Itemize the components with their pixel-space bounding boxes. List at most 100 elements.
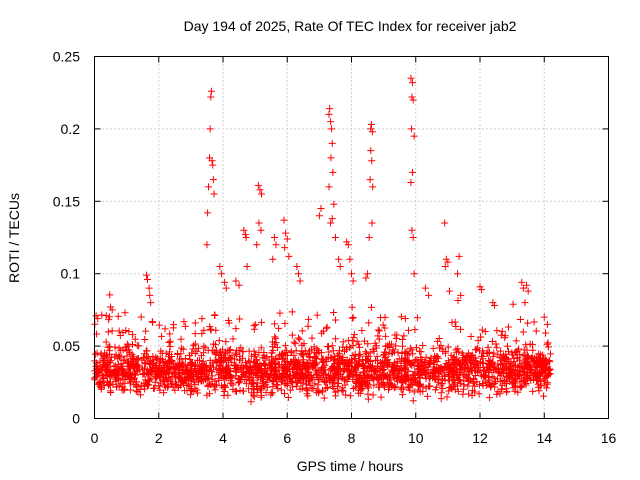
data-point bbox=[456, 377, 464, 385]
data-point-peak bbox=[296, 277, 304, 285]
data-point bbox=[447, 364, 455, 372]
data-point bbox=[465, 370, 473, 378]
data-point-peak bbox=[409, 168, 417, 176]
data-point bbox=[339, 338, 347, 346]
data-point bbox=[196, 356, 204, 364]
data-points bbox=[91, 74, 555, 406]
data-point bbox=[499, 365, 507, 373]
data-point-peak bbox=[328, 139, 336, 147]
data-point-peak bbox=[364, 270, 372, 278]
data-point bbox=[504, 323, 512, 331]
data-point bbox=[259, 373, 267, 381]
data-point bbox=[486, 394, 494, 402]
data-point bbox=[514, 388, 522, 396]
data-point bbox=[104, 328, 112, 336]
data-point bbox=[341, 347, 349, 355]
data-point-peak bbox=[327, 118, 335, 126]
data-point-peak bbox=[280, 216, 288, 224]
data-point-peak bbox=[445, 287, 453, 295]
data-point-peak bbox=[222, 284, 230, 292]
data-point bbox=[530, 318, 538, 326]
data-point bbox=[431, 366, 439, 374]
data-point bbox=[272, 355, 280, 363]
data-point-peak bbox=[349, 277, 357, 285]
data-point-peak bbox=[240, 226, 248, 234]
data-point bbox=[341, 381, 349, 389]
data-point bbox=[438, 365, 446, 373]
data-point bbox=[149, 352, 157, 360]
data-point bbox=[338, 374, 346, 382]
y-tick-label: 0.05 bbox=[53, 338, 80, 354]
data-point bbox=[186, 366, 194, 374]
data-point bbox=[494, 375, 502, 383]
data-point bbox=[220, 381, 228, 389]
data-point bbox=[435, 335, 443, 343]
data-point bbox=[350, 371, 358, 379]
data-point bbox=[442, 362, 450, 370]
data-point bbox=[453, 382, 461, 390]
data-point bbox=[114, 312, 122, 320]
data-point bbox=[272, 363, 280, 371]
data-point bbox=[390, 373, 398, 381]
data-point bbox=[469, 387, 477, 395]
data-point-peak bbox=[255, 219, 263, 227]
data-point bbox=[424, 369, 432, 377]
data-point bbox=[149, 318, 157, 326]
data-point bbox=[304, 392, 312, 400]
data-point bbox=[174, 350, 182, 358]
data-point bbox=[111, 370, 119, 378]
x-tick-labels: 0 2 4 6 8 10 12 14 16 bbox=[91, 430, 617, 446]
data-point bbox=[515, 345, 523, 353]
data-point-peak bbox=[242, 234, 250, 241]
data-point-peak bbox=[518, 278, 526, 286]
data-point bbox=[135, 342, 143, 350]
data-point-peak bbox=[108, 306, 116, 314]
data-point bbox=[509, 300, 517, 308]
data-point bbox=[385, 340, 393, 348]
data-point bbox=[498, 327, 506, 335]
data-point-peak bbox=[335, 255, 343, 263]
data-point bbox=[116, 332, 124, 340]
data-point bbox=[120, 386, 128, 394]
data-point bbox=[413, 314, 421, 322]
data-point bbox=[374, 332, 382, 340]
data-point bbox=[454, 373, 462, 381]
data-point-peak bbox=[232, 277, 240, 285]
data-point bbox=[125, 346, 133, 354]
data-point bbox=[180, 375, 188, 383]
data-point bbox=[187, 359, 195, 367]
data-point bbox=[119, 383, 127, 391]
data-point bbox=[459, 390, 467, 398]
data-point bbox=[188, 349, 196, 357]
data-point bbox=[522, 358, 530, 366]
data-point bbox=[516, 367, 524, 375]
data-point-peak bbox=[207, 93, 215, 101]
data-point bbox=[92, 370, 100, 378]
data-point bbox=[272, 339, 280, 347]
data-point bbox=[287, 374, 295, 382]
data-point bbox=[294, 378, 302, 386]
data-point bbox=[482, 378, 490, 386]
data-point-peak bbox=[146, 291, 154, 299]
data-point-peak bbox=[208, 157, 216, 165]
data-point bbox=[333, 358, 341, 366]
data-point bbox=[212, 358, 220, 366]
data-point bbox=[335, 354, 343, 362]
data-point bbox=[385, 360, 393, 368]
data-point bbox=[339, 368, 347, 376]
data-point bbox=[217, 368, 225, 376]
data-point bbox=[294, 360, 302, 368]
data-point bbox=[161, 325, 169, 333]
data-point bbox=[167, 357, 175, 365]
data-point bbox=[400, 364, 408, 372]
data-point bbox=[441, 347, 449, 355]
data-point bbox=[457, 325, 465, 333]
data-point bbox=[380, 350, 388, 358]
data-point bbox=[91, 350, 99, 358]
data-point bbox=[405, 326, 413, 334]
axis-ticks bbox=[94, 56, 609, 419]
data-point bbox=[203, 391, 211, 399]
data-point-peak bbox=[147, 299, 155, 307]
data-point bbox=[198, 329, 206, 337]
data-point bbox=[271, 375, 279, 383]
